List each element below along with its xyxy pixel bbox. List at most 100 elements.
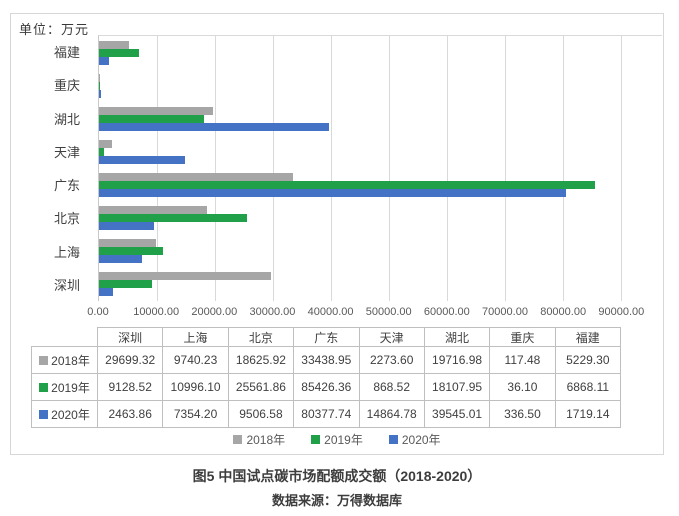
table-cell: 7354.20 (162, 400, 229, 428)
table-column-header: 广东 (293, 327, 360, 347)
table-column-header: 上海 (162, 327, 229, 347)
bar-group (99, 139, 662, 164)
bar-2019年 (99, 114, 205, 123)
bar-2019年 (99, 247, 163, 256)
bar-group (99, 106, 662, 131)
table-column-header: 北京 (227, 327, 295, 347)
table-cell: 33438.95 (293, 346, 360, 374)
bar-2018年 (99, 40, 130, 49)
unit-label: 单位：万元 (19, 22, 90, 37)
legend-item: 2019年 (311, 431, 363, 448)
table-cell: 6868.11 (554, 373, 622, 401)
table-cell: 19716.98 (423, 346, 491, 374)
table-cell: 29699.32 (96, 346, 164, 374)
bar-2018年 (99, 106, 214, 115)
bar-row (99, 235, 662, 268)
bar-group (99, 272, 662, 297)
bar-2020年 (99, 122, 329, 131)
table-cell: 80377.74 (293, 400, 360, 428)
table-column-header: 天津 (358, 327, 425, 347)
bar-group (99, 206, 662, 231)
series-swatch-icon (39, 410, 49, 419)
table-cell: 5229.30 (554, 346, 622, 374)
bar-2018年 (99, 73, 100, 82)
category-label: 上海 (53, 244, 80, 260)
bar-2020年 (99, 189, 566, 198)
bar-row (99, 268, 662, 301)
data-table-body: 2018年 29699.32 9740.23 18625.92 33438.95 2273… (31, 346, 622, 428)
data-table: 深圳 上海 北京 广东 天津 湖北 重庆 福建 2018年 29699.32 9740.23 186… (31, 327, 622, 428)
bar-2020年 (99, 89, 101, 98)
table-cell: 336.50 (489, 400, 556, 428)
bar-2019年 (99, 181, 595, 190)
table-row: 2020年 2463.86 7354.20 9506.58 80377.74 14864.… (31, 400, 622, 428)
gridline (273, 36, 275, 301)
bar-2020年 (99, 255, 142, 264)
category-label: 深圳 (53, 277, 80, 293)
table-cell: 10996.10 (162, 373, 229, 401)
table-corner-cell (32, 328, 98, 347)
x-tick-label: 50000.00 (365, 306, 412, 318)
bar-2019年 (99, 214, 248, 223)
bar-2019年 (99, 48, 139, 57)
table-row: 2019年 9128.52 10996.10 25561.86 85426.36 868.… (31, 373, 622, 401)
bar-row (99, 36, 662, 69)
gridline (621, 36, 623, 301)
x-tick-label: 0.00 (87, 306, 109, 318)
table-row-header: 2018年 (31, 346, 98, 374)
table-cell: 14864.78 (358, 400, 425, 428)
bar-2019年 (99, 81, 100, 90)
bar-2019年 (99, 147, 105, 156)
gridline (563, 36, 565, 301)
table-cell: 25561.86 (227, 373, 295, 401)
category-label: 广东 (53, 178, 80, 194)
data-table-head: 深圳 上海 北京 广东 天津 湖北 重庆 福建 (32, 327, 622, 347)
bar-2020年 (99, 155, 186, 164)
bar-2020年 (99, 288, 114, 297)
category-axis: 福建 重庆 湖北 天津 广东 北京 上海 深圳 (11, 35, 91, 301)
legend-swatch-icon (233, 435, 243, 444)
figure-caption: 图5 中国试点碳市场配额成交额（2018-2020） (192, 468, 482, 484)
table-cell: 868.52 (358, 373, 425, 401)
gridline (215, 36, 217, 301)
series-swatch-icon (39, 356, 49, 365)
bar-row (99, 135, 662, 168)
bar-group (99, 239, 662, 264)
category-label: 天津 (53, 144, 80, 160)
bar-row (99, 69, 662, 102)
legend-label: 2019年 (324, 433, 363, 447)
table-cell: 9506.58 (227, 400, 295, 428)
x-tick-label: 10000.00 (133, 306, 180, 318)
table-cell: 117.48 (489, 346, 556, 374)
legend: 2018年 2019年 2020年 (11, 431, 663, 448)
table-column-header: 重庆 (489, 327, 556, 347)
bar-2019年 (99, 280, 152, 289)
gridline (447, 36, 449, 301)
bar-2018年 (99, 272, 272, 281)
gridline (389, 36, 391, 301)
x-tick-label: 30000.00 (249, 306, 296, 318)
table-cell: 18107.95 (423, 373, 491, 401)
bar-rows (99, 36, 662, 301)
bar-2018年 (99, 206, 208, 215)
table-row-header: 2020年 (31, 400, 98, 428)
table-cell: 39545.01 (423, 400, 491, 428)
x-tick-label: 60000.00 (423, 306, 470, 318)
table-cell: 18625.92 (227, 346, 295, 374)
table-cell: 85426.36 (293, 373, 360, 401)
bar-row (99, 102, 662, 135)
table-column-header: 湖北 (423, 327, 491, 347)
table-header-row: 深圳 上海 北京 广东 天津 湖北 重庆 福建 (32, 327, 622, 347)
legend-swatch-icon (311, 435, 321, 444)
x-tick-label: 20000.00 (191, 306, 238, 318)
category-label: 福建 (53, 45, 80, 61)
category-label: 北京 (53, 211, 80, 227)
x-tick-label: 40000.00 (307, 306, 354, 318)
bar-2018年 (99, 239, 156, 248)
gridline (331, 36, 333, 301)
bar-2018年 (99, 173, 294, 182)
bar-2018年 (99, 139, 113, 148)
x-axis: 0.00 10000.00 20000.00 30000.00 40000.00 5000… (87, 306, 662, 320)
plot-area (98, 35, 662, 301)
